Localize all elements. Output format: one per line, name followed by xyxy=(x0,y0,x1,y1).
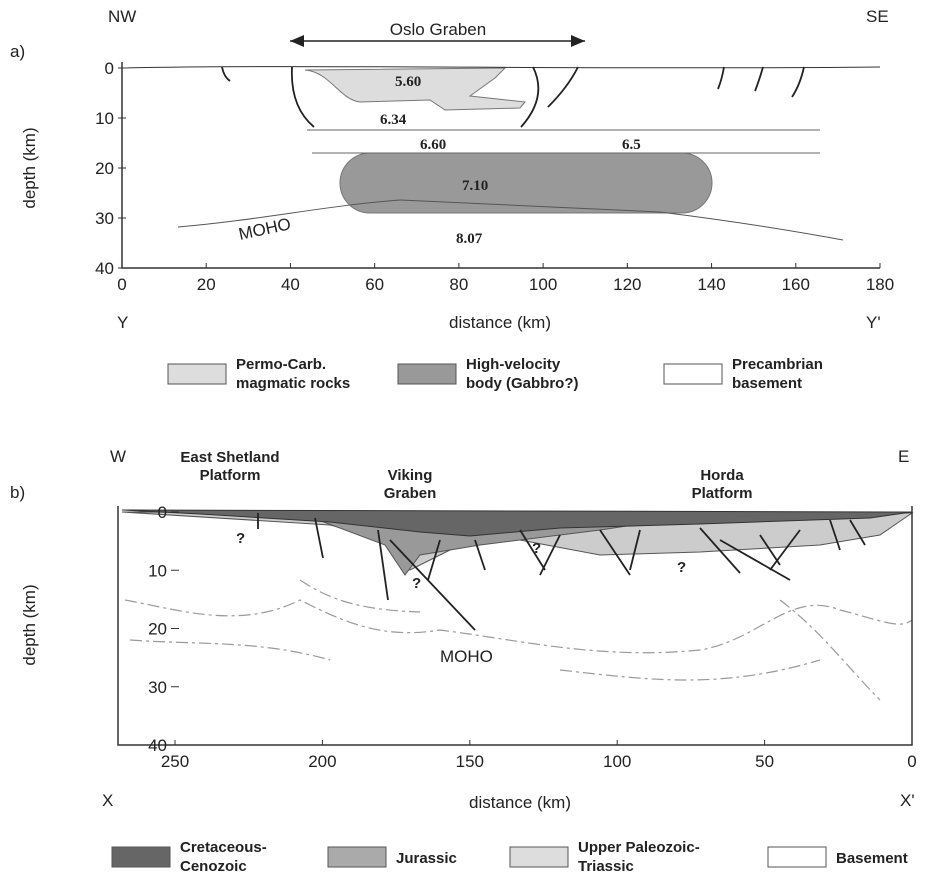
velocity: 6.60 xyxy=(420,137,446,153)
x-tick-label: 150 xyxy=(456,752,484,771)
x-tick-label: 100 xyxy=(603,752,631,771)
axes xyxy=(117,506,913,746)
y-tick-label: 10 xyxy=(148,561,167,580)
moho-reflector xyxy=(124,599,913,654)
moho-reflector xyxy=(129,579,881,701)
legend-swatch xyxy=(663,363,723,385)
velocity: 8.07 xyxy=(456,231,483,247)
end-label: Y' xyxy=(866,313,881,332)
direction: SE xyxy=(866,7,889,26)
x-tick-label: 0 xyxy=(907,752,916,771)
x-tick-label: 200 xyxy=(308,752,336,771)
legend-swatch xyxy=(167,363,227,385)
region: Platform xyxy=(692,485,753,502)
end-label: X xyxy=(102,791,113,810)
question-mark: ? xyxy=(677,559,686,576)
velocity: 6.34 xyxy=(380,112,407,128)
gabbro-body xyxy=(339,152,713,214)
x-tick-label: 140 xyxy=(697,275,725,294)
x-tick-label: 80 xyxy=(449,275,468,294)
legend-label: Permo-Carb. xyxy=(236,356,326,373)
legend-label: Cenozoic xyxy=(180,858,247,875)
legend-label: magmatic rocks xyxy=(236,375,350,392)
x-tick-label: 120 xyxy=(613,275,641,294)
y-axis-title: depth (km) xyxy=(20,584,39,665)
moho-label: MOHO xyxy=(237,214,293,244)
region: Platform xyxy=(200,467,261,484)
moho-label: MOHO xyxy=(440,647,493,666)
region: East Shetland xyxy=(180,449,279,466)
x-tick-label: 100 xyxy=(529,275,557,294)
region: Graben xyxy=(384,485,437,502)
y-tick-label: 10 xyxy=(95,109,114,128)
velocity: 6.5 xyxy=(622,137,641,153)
moho-line xyxy=(177,199,844,241)
legend-swatch xyxy=(767,846,827,868)
legend-swatch xyxy=(111,846,171,868)
panel-label: a) xyxy=(10,42,25,61)
legend-label: High-velocity xyxy=(466,356,561,373)
legend-label: body (Gabbro?) xyxy=(466,375,579,392)
legend-label: Triassic xyxy=(578,858,634,875)
legend-label: Upper Paleozoic- xyxy=(578,839,700,856)
topography xyxy=(121,66,881,69)
x-axis-title: distance (km) xyxy=(469,793,571,812)
legend-label: Cretaceous- xyxy=(180,839,267,856)
direction: W xyxy=(110,447,126,466)
magmatic-body xyxy=(304,67,526,111)
x-tick-label: 60 xyxy=(365,275,384,294)
question-mark: ? xyxy=(412,575,421,592)
direction: NW xyxy=(108,7,136,26)
y-tick-label: 40 xyxy=(148,736,167,755)
y-tick-label: 20 xyxy=(95,159,114,178)
question-mark: ? xyxy=(532,540,541,557)
y-tick-label: 0 xyxy=(105,59,114,78)
y-tick-label: 40 xyxy=(95,259,114,278)
faults xyxy=(257,513,866,631)
x-tick-label: 20 xyxy=(197,275,216,294)
end-label: Y xyxy=(117,313,128,332)
cretaceous-cenozoic xyxy=(121,509,913,537)
end-label: X' xyxy=(900,791,915,810)
legend-label: Basement xyxy=(836,850,908,867)
y-axis-title: depth (km) xyxy=(20,127,39,208)
faults xyxy=(221,66,805,128)
x-tick-label: 160 xyxy=(782,275,810,294)
legend-label: Jurassic xyxy=(396,850,457,867)
legend-label: Precambrian xyxy=(732,356,823,373)
graben-label: Oslo Graben xyxy=(390,20,486,39)
legend-swatch xyxy=(327,846,387,868)
legend-swatch xyxy=(397,363,457,385)
x-axis-title: distance (km) xyxy=(449,313,551,332)
x-tick-label: 180 xyxy=(866,275,894,294)
velocity: 5.60 xyxy=(395,74,421,90)
panel-label: b) xyxy=(10,483,25,502)
y-tick-label: 20 xyxy=(148,620,167,639)
legend-label: basement xyxy=(732,375,802,392)
x-tick-label: 40 xyxy=(281,275,300,294)
x-tick-label: 250 xyxy=(161,752,189,771)
legend-swatch xyxy=(509,846,569,868)
region: Horda xyxy=(700,467,744,484)
direction: E xyxy=(898,447,909,466)
velocity: 7.10 xyxy=(462,178,488,194)
y-tick-label: 0 xyxy=(158,503,167,522)
x-tick-label: 50 xyxy=(755,752,774,771)
x-tick-label: 0 xyxy=(117,275,126,294)
region: Viking xyxy=(388,467,433,484)
question-mark: ? xyxy=(236,530,245,547)
y-tick-label: 30 xyxy=(95,209,114,228)
y-tick-label: 30 xyxy=(148,678,167,697)
